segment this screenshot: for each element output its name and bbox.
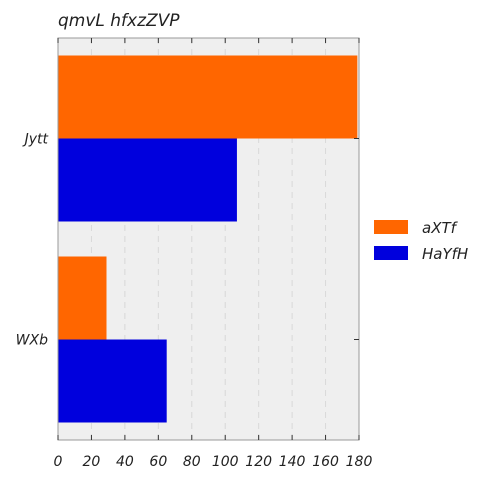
legend-swatch-aXTf xyxy=(374,220,408,234)
y-tick-label: WXb xyxy=(16,333,48,349)
legend-label-HaYfH: HaYfH xyxy=(422,245,468,263)
x-tick-label: 80 xyxy=(183,454,201,470)
x-tick-label: 140 xyxy=(279,454,306,470)
legend: aXTf HaYfH xyxy=(374,219,468,263)
x-tick-label: 120 xyxy=(245,454,272,470)
bar-HaYfH-Jytt xyxy=(58,138,237,222)
bar-HaYfH-WXb xyxy=(58,339,167,423)
x-tick-label: 40 xyxy=(116,454,134,470)
y-axis-ticks: Jytt WXb xyxy=(16,132,359,349)
bar-aXTf-WXb xyxy=(58,256,107,340)
x-tick-label: 160 xyxy=(312,454,339,470)
x-tick-label: 60 xyxy=(149,454,167,470)
x-axis-ticks: 0 20 40 60 80 100 120 140 160 180 xyxy=(54,38,373,470)
chart-title: qmvL hfxzZVP xyxy=(58,11,180,31)
x-tick-label: 20 xyxy=(83,454,101,470)
x-tick-label: 0 xyxy=(54,454,63,470)
y-tick-label: Jytt xyxy=(22,132,49,148)
plot-border xyxy=(57,37,360,441)
bar-aXTf-Jytt xyxy=(58,55,358,139)
legend-label-aXTf: aXTf xyxy=(422,219,459,237)
x-tick-label: 180 xyxy=(346,454,373,470)
legend-swatch-HaYfH xyxy=(374,246,408,260)
x-tick-label: 100 xyxy=(212,454,239,470)
bars xyxy=(58,55,358,423)
axes xyxy=(57,37,360,441)
